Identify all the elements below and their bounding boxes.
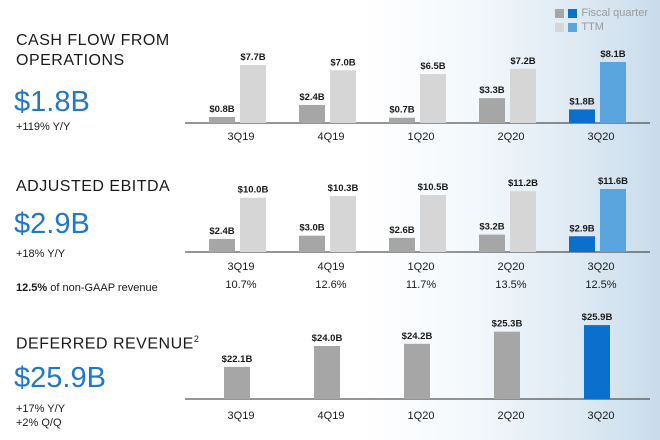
cash-flow-fiscal-bar-3q19: [209, 116, 235, 123]
legend-swatch-ttm-blue: [568, 22, 578, 32]
ebitda-fiscal-bar-3q19: [209, 238, 235, 252]
ebitda-ttm-bar-2q20-label: $11.2B: [508, 178, 538, 189]
deferred-revenue-fiscal-bar-1q20-label: $24.2B: [402, 331, 433, 342]
cash-flow-yoy: +119% Y/Y: [16, 121, 71, 133]
cash-flow-title-text: CASH FLOW FROM OPERATIONS: [16, 32, 170, 69]
cash-flow-ttm-bar-3q20-label: $8.1B: [600, 49, 625, 60]
deferred-revenue-fiscal-bar-1q20: [404, 343, 430, 399]
ebitda-margin-3q19: 10.7%: [225, 279, 256, 291]
deferred-revenue-footnote-mark: 2: [193, 334, 199, 344]
cash-flow-fiscal-bar-1q20: [389, 117, 415, 123]
cash-flow-ttm-bar-3q20: [600, 62, 626, 123]
cash-flow-value: $1.8B: [14, 86, 90, 118]
ebitda-yoy: +18% Y/Y: [16, 248, 66, 260]
ebitda-ttm-bar-4q19: [330, 196, 356, 252]
legend-label-fiscal-quarter: Fiscal quarter: [581, 7, 648, 19]
deferred-revenue-tick-3q19: 3Q19: [228, 410, 255, 422]
cash-flow-ttm-bar-2q20-label: $7.2B: [510, 56, 535, 67]
deferred-revenue-title: DEFERRED REVENUE2: [16, 329, 199, 354]
legend-swatch-fiscal-blue: [568, 8, 578, 18]
ebitda-tick-3q19: 3Q19: [228, 261, 255, 273]
cash-flow-ttm-bar-1q20-label: $6.5B: [420, 61, 445, 72]
cash-flow-fiscal-bar-4q19: [299, 104, 325, 123]
deferred-revenue-tick-4q19: 4Q19: [318, 410, 345, 422]
ebitda-tick-1q20: 1Q20: [408, 261, 435, 273]
deferred-revenue-qoq: +2% Q/Q: [16, 417, 62, 429]
deferred-revenue-tick-3q20: 3Q20: [588, 410, 615, 422]
deferred-revenue-yoy: +17% Y/Y: [16, 403, 66, 415]
ebitda-title-text: ADJUSTED EBITDA: [16, 178, 171, 195]
ebitda-tick-2q20: 2Q20: [498, 261, 525, 273]
cash-flow-ttm-bar-1q20: [420, 74, 446, 123]
deferred-revenue-fiscal-bar-4q19-label: $24.0B: [312, 333, 343, 344]
deferred-revenue-tick-1q20: 1Q20: [408, 410, 435, 422]
ebitda-value: $2.9B: [14, 208, 90, 240]
legend: Fiscal quarter TTM: [555, 6, 648, 34]
ebitda-ttm-bar-3q19-label: $10.0B: [238, 185, 269, 196]
ebitda-tick-4q19: 4Q19: [318, 261, 345, 273]
cash-flow-ttm-bar-4q19: [330, 70, 356, 123]
deferred-revenue-fiscal-bar-2q20-label: $25.3B: [492, 319, 523, 330]
ebitda-fiscal-bar-3q20-label: $2.9B: [569, 223, 594, 234]
ebitda-fiscal-bar-1q20-label: $2.6B: [389, 225, 414, 236]
ebitda-fiscal-bar-4q19-label: $3.0B: [299, 223, 324, 234]
deferred-revenue-title-text: DEFERRED REVENUE: [16, 335, 194, 353]
ebitda-ttm-bar-1q20: [420, 194, 446, 252]
deferred-revenue-fiscal-bar-3q20: [584, 325, 610, 399]
cash-flow-ttm-bar-3q19-label: $7.7B: [240, 52, 265, 63]
ebitda-fiscal-bar-1q20: [389, 237, 415, 252]
deferred-revenue-fiscal-bar-4q19: [314, 346, 340, 399]
ebitda-fiscal-bar-3q20: [569, 236, 595, 252]
cash-flow-tick-4q19: 4Q19: [318, 131, 345, 143]
ebitda-margin-note: 12.5% of non-GAAP revenue: [16, 282, 158, 294]
cash-flow-fiscal-bar-2q20-label: $3.3B: [479, 85, 504, 96]
cash-flow-fiscal-bar-3q20-label: $1.8B: [569, 96, 594, 107]
legend-swatch-ttm-gray: [555, 22, 565, 32]
deferred-revenue-fiscal-bar-3q19-label: $22.1B: [222, 354, 253, 365]
deferred-revenue-fiscal-bar-2q20: [494, 331, 520, 399]
ebitda-ttm-bar-1q20-label: $10.5B: [418, 182, 449, 193]
ebitda-ttm-bar-3q19: [240, 197, 266, 252]
ebitda-margin-2q20: 13.5%: [495, 279, 526, 291]
cash-flow-tick-3q20: 3Q20: [588, 131, 615, 143]
ebitda-ttm-bar-4q19-label: $10.3B: [328, 183, 359, 194]
cash-flow-fiscal-bar-2q20: [479, 98, 505, 123]
cash-flow-tick-1q20: 1Q20: [408, 131, 435, 143]
cash-flow-fiscal-bar-1q20-label: $0.7B: [389, 105, 414, 116]
ebitda-margin-4q19: 12.6%: [315, 279, 346, 291]
deferred-revenue-tick-2q20: 2Q20: [498, 410, 525, 422]
legend-item-ttm: TTM: [555, 20, 648, 34]
cash-flow-tick-3q19: 3Q19: [228, 131, 255, 143]
ebitda-margin-1q20: 11.7%: [406, 279, 437, 291]
ebitda-ttm-bar-2q20: [510, 191, 536, 252]
cash-flow-fiscal-bar-4q19-label: $2.4B: [299, 92, 324, 103]
ebitda-margin-3q20: 12.5%: [585, 279, 616, 291]
cash-flow-ttm-bar-3q19: [240, 65, 266, 123]
ebitda-ttm-bar-3q20-label: $11.6B: [598, 176, 628, 187]
cash-flow-title: CASH FLOW FROM OPERATIONS: [16, 31, 170, 71]
ebitda-fiscal-bar-2q20: [479, 234, 505, 252]
deferred-revenue-fiscal-bar-3q20-label: $25.9B: [582, 312, 613, 323]
ebitda-fiscal-bar-4q19: [299, 235, 325, 252]
legend-label-ttm: TTM: [581, 21, 604, 33]
legend-item-fiscal-quarter: Fiscal quarter: [555, 6, 648, 20]
ebitda-tick-3q20: 3Q20: [588, 261, 615, 273]
cash-flow-ttm-bar-4q19-label: $7.0B: [330, 57, 355, 68]
ebitda-ttm-bar-3q20: [600, 189, 626, 252]
ebitda-fiscal-bar-2q20-label: $3.2B: [479, 222, 504, 233]
cash-flow-fiscal-bar-3q19-label: $0.8B: [209, 104, 234, 115]
legend-swatch-fiscal-gray: [555, 8, 565, 18]
cash-flow-tick-2q20: 2Q20: [498, 131, 525, 143]
ebitda-title: ADJUSTED EBITDA: [16, 177, 170, 197]
ebitda-fiscal-bar-3q19-label: $2.4B: [209, 226, 234, 237]
ebitda-margin-label: of non-GAAP revenue: [47, 282, 158, 294]
cash-flow-ttm-bar-2q20: [510, 68, 536, 123]
cash-flow-fiscal-bar-3q20: [569, 109, 595, 123]
deferred-revenue-value: $25.9B: [14, 362, 106, 394]
deferred-revenue-fiscal-bar-3q19: [224, 366, 250, 399]
ebitda-margin-percent: 12.5%: [16, 282, 48, 294]
